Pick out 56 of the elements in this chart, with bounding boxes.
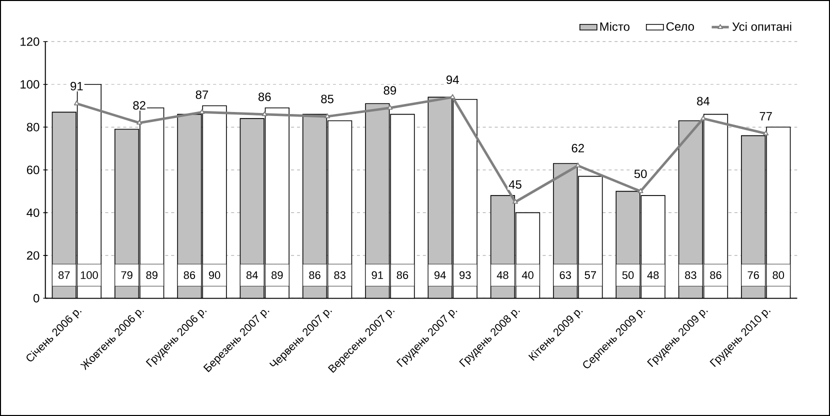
data-label: 86	[710, 271, 722, 280]
data-label: 40	[522, 271, 534, 280]
point	[199, 109, 205, 114]
point	[450, 94, 456, 99]
point	[262, 111, 268, 116]
data-label: 77	[760, 112, 772, 120]
data-label: 50	[622, 271, 634, 280]
data-label: 82	[133, 101, 146, 110]
data-label: 83	[334, 271, 346, 280]
data-label: 91	[70, 82, 83, 90]
y-tick-label: 0	[34, 294, 40, 302]
data-label: 89	[384, 86, 396, 95]
data-label: 89	[272, 271, 283, 280]
data-label: 87	[58, 271, 70, 280]
data-label: 94	[434, 271, 446, 280]
point	[387, 104, 393, 110]
y-tick-label: 20	[26, 251, 40, 260]
data-label: 93	[460, 271, 471, 280]
point	[512, 198, 518, 204]
data-label: 85	[321, 94, 334, 104]
data-label: 100	[80, 271, 98, 280]
data-label: 62	[572, 144, 584, 152]
data-label: 63	[560, 271, 571, 280]
y-tick-label: 120	[20, 37, 40, 46]
data-label: 76	[748, 271, 759, 280]
y-tick-label: 100	[20, 80, 40, 89]
data-label: 86	[396, 271, 408, 280]
data-label: 48	[496, 271, 508, 280]
data-label: 57	[584, 271, 596, 279]
data-label: 86	[309, 271, 320, 280]
point	[763, 130, 769, 136]
point	[324, 113, 330, 118]
data-label: 79	[121, 271, 132, 280]
data-label: 86	[184, 271, 196, 280]
data-label: 50	[634, 170, 647, 178]
data-label: 91	[372, 271, 383, 280]
y-tick-label: 80	[26, 122, 40, 132]
data-label: 84	[246, 271, 258, 280]
data-label: 94	[446, 75, 459, 84]
data-label: 83	[685, 271, 696, 280]
legend-label: Місто	[600, 22, 630, 31]
data-label: 80	[772, 271, 784, 280]
data-label: 87	[196, 90, 208, 99]
data-label: 84	[697, 96, 710, 106]
data-label: 86	[258, 92, 271, 102]
y-tick-label: 40	[26, 208, 40, 217]
point	[700, 115, 706, 120]
data-label: 45	[508, 180, 522, 189]
data-label: 90	[208, 271, 220, 280]
point	[136, 120, 142, 125]
data-label: 89	[146, 271, 158, 280]
legend-label: Село	[666, 22, 694, 31]
data-label: 48	[647, 271, 659, 280]
y-tick-label: 60	[26, 166, 40, 174]
legend-label: Усі опитані	[732, 22, 792, 31]
point	[638, 188, 644, 194]
